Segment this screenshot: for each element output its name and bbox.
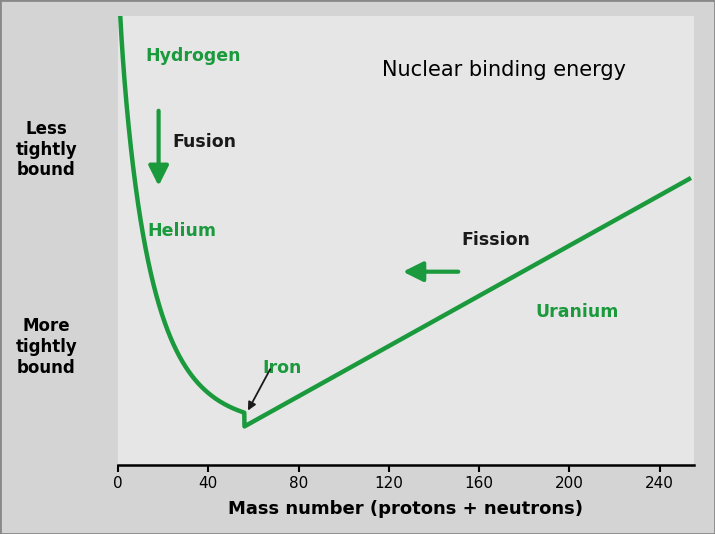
Text: Fission: Fission — [461, 231, 530, 249]
X-axis label: Mass number (protons + neutrons): Mass number (protons + neutrons) — [228, 500, 583, 518]
Text: Helium: Helium — [147, 222, 217, 240]
Text: Less
tightly
bound: Less tightly bound — [16, 120, 77, 179]
Text: Nuclear binding energy: Nuclear binding energy — [382, 60, 626, 80]
Text: More
tightly
bound: More tightly bound — [16, 317, 77, 377]
Text: Iron: Iron — [262, 359, 302, 377]
Text: Fusion: Fusion — [172, 132, 236, 151]
Text: Uranium: Uranium — [536, 303, 619, 321]
Text: Hydrogen: Hydrogen — [145, 48, 240, 65]
